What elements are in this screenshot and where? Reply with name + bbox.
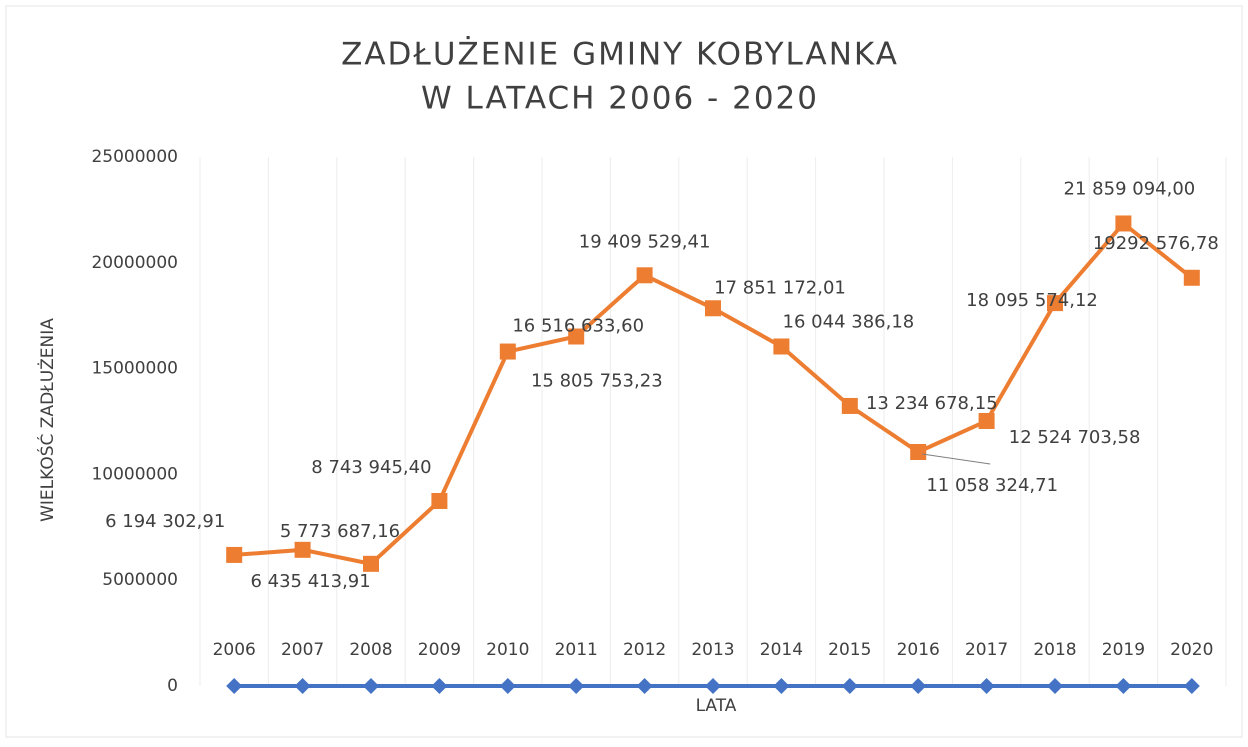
data-label: 17 851 172,01 [714, 277, 846, 298]
data-label: 16 044 386,18 [783, 312, 915, 333]
y-tick-label: 0 [167, 676, 178, 696]
data-label: 19292 576,78 [1093, 233, 1219, 254]
data-label: 6 435 413,91 [250, 571, 370, 592]
marker [637, 267, 653, 283]
marker [431, 493, 447, 509]
x-tick-label: 2017 [965, 640, 1008, 660]
marker [500, 344, 516, 360]
x-tick-label: 2007 [281, 640, 324, 660]
x-tick-label: 2015 [828, 640, 871, 660]
marker [773, 339, 789, 355]
marker [295, 542, 311, 558]
x-tick-label: 2006 [213, 640, 256, 660]
marker [979, 413, 995, 429]
data-label: 6 194 302,91 [105, 511, 225, 532]
marker [910, 444, 926, 460]
y-tick-label: 15000000 [91, 359, 178, 379]
data-label: 13 234 678,15 [866, 393, 998, 414]
x-tick-label: 2016 [897, 640, 940, 660]
x-tick-label: 2011 [555, 640, 598, 660]
x-tick-label: 2018 [1033, 640, 1076, 660]
data-label: 15 805 753,23 [531, 371, 663, 392]
data-label: 16 516 633,60 [512, 316, 644, 337]
x-tick-label: 2019 [1102, 640, 1145, 660]
data-label: 19 409 529,41 [579, 231, 711, 252]
y-tick-label: 5000000 [102, 570, 178, 590]
x-tick-label: 2013 [691, 640, 734, 660]
y-axis-label: WIELKOŚĆ ZADŁUŻENIA [36, 318, 58, 522]
marker [705, 300, 721, 316]
x-tick-label: 2012 [623, 640, 666, 660]
data-label: 18 095 574,12 [966, 290, 1098, 311]
data-label: 11 058 324,71 [926, 475, 1058, 496]
data-label: 5 773 687,16 [280, 521, 400, 542]
x-tick-label: 2009 [418, 640, 461, 660]
x-tick-label: 2008 [349, 640, 392, 660]
marker [842, 398, 858, 414]
data-label: 8 743 945,40 [311, 457, 431, 478]
x-tick-label: 2020 [1170, 640, 1213, 660]
x-axis-label: LATA [696, 696, 737, 716]
marker [1115, 215, 1131, 231]
marker [363, 556, 379, 572]
y-tick-label: 10000000 [91, 464, 178, 484]
data-label: 12 524 703,58 [1009, 427, 1141, 448]
data-label: 21 859 094,00 [1064, 178, 1196, 199]
marker [1184, 270, 1200, 286]
y-tick-label: 20000000 [91, 253, 178, 273]
x-tick-label: 2010 [486, 640, 529, 660]
chart-title: ZADŁUŻENIE GMINY KOBYLANKA [341, 37, 899, 73]
marker [226, 547, 242, 563]
x-tick-label: 2014 [760, 640, 803, 660]
y-tick-label: 25000000 [91, 147, 178, 167]
chart-subtitle: W LATACH 2006 - 2020 [421, 81, 819, 117]
